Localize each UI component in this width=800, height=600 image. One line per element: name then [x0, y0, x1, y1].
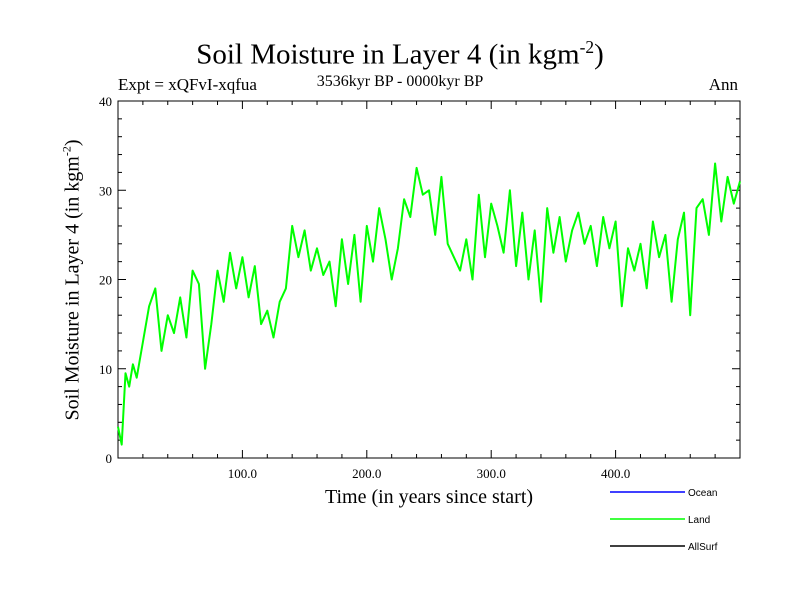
- series-line-land: [117, 162, 741, 446]
- y-tick-label: 40: [99, 94, 112, 109]
- legend: Ocean Land AllSurf: [610, 488, 718, 553]
- x-tick-label: 200.0: [352, 466, 381, 481]
- legend-label-ocean: Ocean: [688, 488, 717, 499]
- x-tick-label: 300.0: [477, 466, 506, 481]
- x-tick-label: 100.0: [228, 466, 257, 481]
- chart-subtitle: 3536kyr BP - 0000kyr BP: [316, 73, 484, 90]
- legend-label-land: Land: [688, 515, 710, 526]
- experiment-label: Expt = xQFvI-xqfua: [118, 75, 257, 94]
- x-axis-label: Time (in years since start): [324, 486, 534, 508]
- y-tick-label: 30: [99, 183, 112, 198]
- y-tick-label: 20: [99, 273, 112, 288]
- y-tick-label: 10: [99, 362, 112, 377]
- y-axis-label: Soil Moisture in Layer 4 (in kgm-2): [59, 139, 84, 421]
- chart-title: Soil Moisture in Layer 4 (in kgm-2): [196, 37, 604, 71]
- series-lines: [117, 162, 741, 446]
- x-tick-label: 400.0: [601, 466, 630, 481]
- legend-label-allsurf: AllSurf: [688, 542, 718, 553]
- y-tick-label: 0: [106, 451, 113, 466]
- axis-ticks: 0 10 20 30 40 100.0 200.0 300.0 400.0: [99, 94, 740, 481]
- season-label: Ann: [708, 75, 738, 94]
